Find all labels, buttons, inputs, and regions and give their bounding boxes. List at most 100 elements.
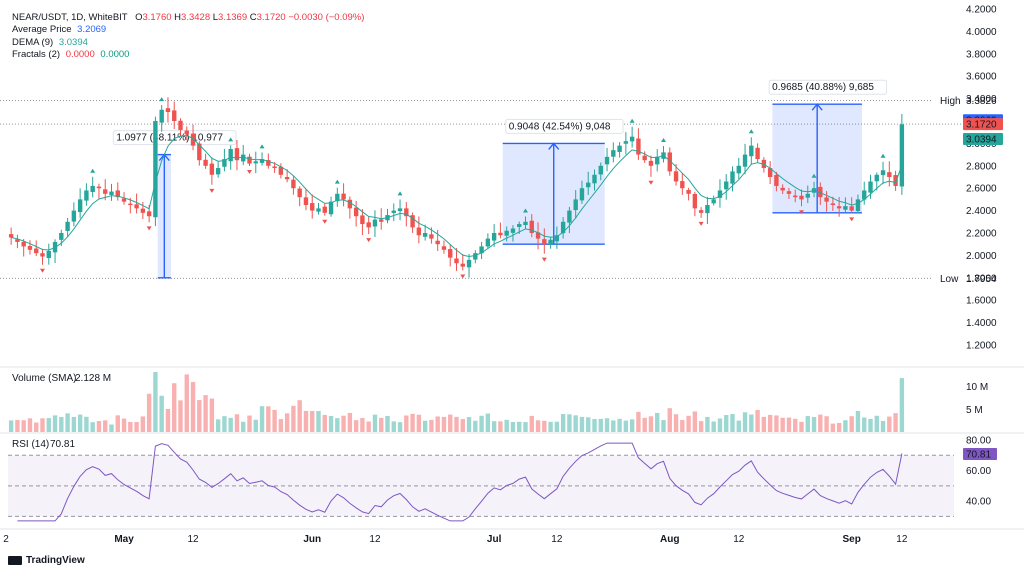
- candle[interactable]: [146, 211, 152, 217]
- candle[interactable]: [165, 108, 171, 113]
- candle[interactable]: [843, 206, 848, 210]
- candle[interactable]: [498, 232, 503, 236]
- candle[interactable]: [322, 206, 327, 213]
- candle[interactable]: [542, 239, 547, 245]
- candle[interactable]: [291, 179, 296, 189]
- candle[interactable]: [818, 186, 823, 198]
- candle[interactable]: [629, 136, 635, 142]
- candle[interactable]: [642, 155, 647, 161]
- candle[interactable]: [416, 227, 422, 236]
- candle[interactable]: [473, 253, 478, 260]
- candle[interactable]: [253, 161, 258, 164]
- candle[interactable]: [159, 109, 164, 123]
- candle[interactable]: [15, 239, 20, 242]
- candle[interactable]: [228, 149, 233, 162]
- candle[interactable]: [874, 174, 879, 182]
- candle[interactable]: [504, 230, 509, 236]
- candle[interactable]: [284, 176, 290, 180]
- symbol-row[interactable]: NEAR/USDT, 1D, WhiteBIT O3.1760 H3.3428 …: [12, 12, 364, 24]
- candle[interactable]: [529, 220, 534, 233]
- candle[interactable]: [667, 152, 672, 172]
- candle[interactable]: [855, 199, 861, 212]
- candle[interactable]: [353, 207, 359, 217]
- candle[interactable]: [517, 224, 522, 227]
- candle[interactable]: [84, 190, 89, 201]
- candle[interactable]: [454, 258, 459, 264]
- candle[interactable]: [535, 232, 541, 239]
- candle[interactable]: [65, 221, 70, 231]
- indicator-dema[interactable]: DEMA (9) 3.0394: [12, 37, 364, 49]
- candle[interactable]: [335, 193, 340, 202]
- candle[interactable]: [862, 190, 867, 200]
- candle[interactable]: [241, 154, 246, 162]
- candle[interactable]: [316, 208, 321, 212]
- candle[interactable]: [680, 181, 685, 189]
- candle[interactable]: [328, 201, 334, 215]
- indicator-fractals[interactable]: Fractals (2) 0.0000 0.0000: [12, 49, 364, 61]
- candle[interactable]: [140, 208, 146, 213]
- candle[interactable]: [510, 228, 516, 233]
- candle[interactable]: [479, 246, 484, 254]
- candle[interactable]: [793, 195, 798, 198]
- candle[interactable]: [121, 198, 127, 202]
- candle[interactable]: [422, 233, 428, 237]
- candle[interactable]: [736, 165, 741, 174]
- candle[interactable]: [259, 159, 265, 163]
- candle[interactable]: [190, 133, 196, 146]
- candle[interactable]: [636, 138, 641, 155]
- candle[interactable]: [491, 233, 497, 241]
- candle[interactable]: [222, 159, 227, 167]
- candle[interactable]: [178, 120, 183, 130]
- candle[interactable]: [278, 166, 284, 175]
- candle[interactable]: [115, 190, 120, 198]
- candle[interactable]: [247, 156, 252, 164]
- candle[interactable]: [824, 197, 829, 202]
- candle[interactable]: [96, 186, 102, 189]
- candle[interactable]: [128, 203, 133, 205]
- candle[interactable]: [554, 235, 560, 242]
- candle[interactable]: [893, 175, 898, 186]
- candle[interactable]: [366, 222, 371, 228]
- candle[interactable]: [109, 191, 114, 195]
- candle[interactable]: [435, 240, 440, 245]
- candle[interactable]: [849, 206, 854, 211]
- candle[interactable]: [485, 238, 491, 247]
- candle[interactable]: [623, 141, 629, 144]
- candle[interactable]: [184, 130, 189, 135]
- candle[interactable]: [429, 234, 434, 239]
- candle[interactable]: [711, 199, 716, 204]
- candle[interactable]: [686, 190, 691, 194]
- candle[interactable]: [604, 156, 610, 165]
- candle[interactable]: [40, 253, 45, 257]
- tradingview-logo[interactable]: TradingView: [8, 555, 85, 566]
- candle[interactable]: [27, 246, 33, 250]
- candle[interactable]: [579, 188, 585, 201]
- candle[interactable]: [755, 147, 760, 160]
- candle[interactable]: [153, 121, 158, 218]
- candle[interactable]: [868, 181, 873, 193]
- candle[interactable]: [134, 204, 139, 209]
- candle[interactable]: [209, 163, 215, 175]
- candle[interactable]: [836, 206, 842, 209]
- candle[interactable]: [799, 195, 804, 200]
- candle[interactable]: [786, 191, 792, 194]
- candle[interactable]: [598, 165, 603, 175]
- candle[interactable]: [203, 159, 208, 166]
- candle[interactable]: [397, 208, 403, 212]
- candle[interactable]: [730, 171, 735, 184]
- candle[interactable]: [692, 193, 698, 209]
- candle[interactable]: [372, 219, 378, 227]
- candle[interactable]: [717, 190, 723, 198]
- candle[interactable]: [567, 210, 572, 223]
- candle[interactable]: [59, 233, 64, 240]
- candle[interactable]: [441, 246, 447, 250]
- candle[interactable]: [673, 171, 679, 182]
- candle[interactable]: [648, 160, 654, 166]
- candle[interactable]: [215, 168, 221, 175]
- candle[interactable]: [780, 187, 785, 191]
- candle[interactable]: [90, 185, 95, 192]
- candle[interactable]: [830, 203, 836, 205]
- candle[interactable]: [341, 193, 346, 200]
- candle[interactable]: [749, 145, 754, 157]
